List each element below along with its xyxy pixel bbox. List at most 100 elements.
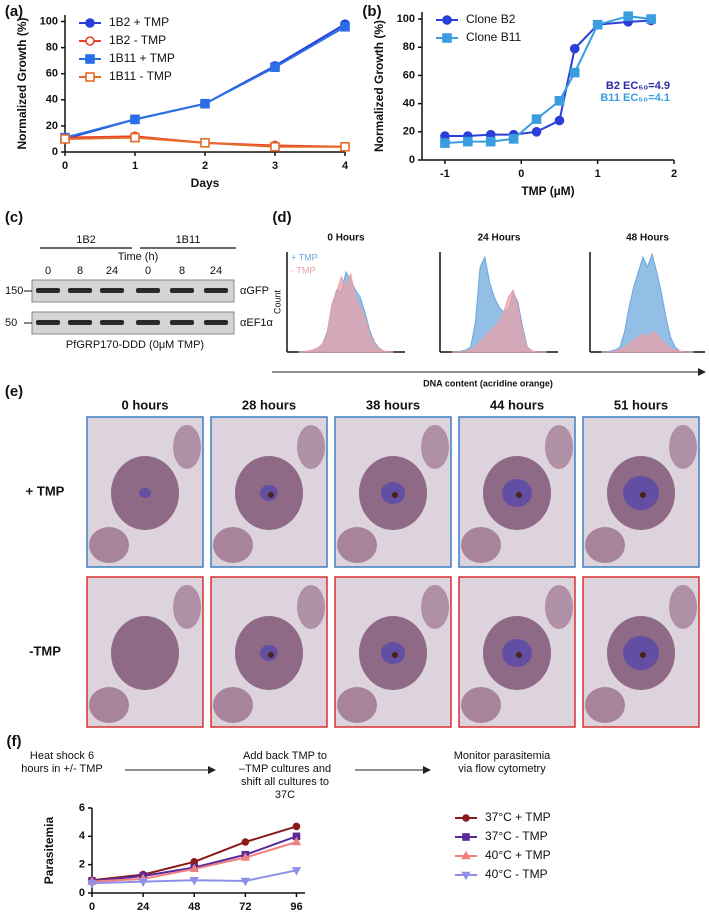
legend-label: + TMP bbox=[291, 252, 318, 262]
panel-label: (c) bbox=[5, 209, 23, 226]
lane-label: 24 bbox=[210, 265, 222, 277]
time-label: Time (h) bbox=[118, 251, 159, 263]
marker bbox=[646, 14, 656, 24]
x-tick-label: -1 bbox=[440, 168, 450, 180]
annotation: B2 EC₅₀=4.9 bbox=[606, 80, 670, 92]
workflow-step: –TMP cultures and bbox=[239, 763, 331, 775]
group-label: 1B2 bbox=[76, 234, 96, 246]
panel-label: (a) bbox=[5, 3, 23, 20]
micrograph-frame bbox=[458, 576, 576, 728]
x-axis-label: Days bbox=[191, 176, 220, 190]
series-line bbox=[444, 19, 652, 138]
workflow-step: 37C bbox=[275, 789, 295, 801]
rbc bbox=[213, 687, 253, 723]
marker bbox=[463, 136, 473, 147]
hemozoin bbox=[268, 652, 274, 658]
rbc bbox=[89, 687, 129, 723]
condition-label: + TMP bbox=[26, 483, 65, 498]
panel-label: (e) bbox=[5, 383, 23, 400]
panel-label: (d) bbox=[272, 209, 291, 226]
legend-marker bbox=[85, 18, 95, 28]
group-label: 1B11 bbox=[176, 234, 201, 246]
marker bbox=[292, 822, 301, 831]
blot-band bbox=[204, 320, 228, 325]
x-tick-label: 0 bbox=[518, 168, 524, 180]
rbc bbox=[173, 425, 201, 469]
y-tick-label: 80 bbox=[46, 42, 58, 54]
flow-x-label: DNA content (acridine orange) bbox=[423, 378, 553, 388]
micrograph-frame bbox=[458, 416, 576, 568]
rbc bbox=[337, 527, 377, 563]
blot-strip bbox=[31, 311, 235, 335]
legend-marker bbox=[442, 15, 452, 25]
rbc bbox=[421, 585, 449, 629]
antibody-label: αEF1α bbox=[240, 317, 274, 329]
legend-marker bbox=[461, 850, 471, 860]
rbc bbox=[111, 616, 179, 690]
histogram-area bbox=[298, 272, 394, 353]
marker bbox=[270, 141, 280, 152]
rbc bbox=[461, 527, 501, 563]
condition-label: -TMP bbox=[29, 643, 61, 658]
blot-band bbox=[68, 320, 92, 325]
rbc bbox=[585, 527, 625, 563]
workflow-step: Add back TMP to bbox=[243, 750, 327, 762]
time-header: 51 hours bbox=[614, 397, 668, 412]
hemozoin bbox=[640, 492, 646, 498]
marker bbox=[340, 21, 350, 32]
legend-label: Clone B2 bbox=[466, 12, 516, 26]
marker bbox=[240, 852, 251, 861]
legend-label: 40°C - TMP bbox=[485, 867, 548, 881]
hemozoin bbox=[392, 652, 398, 658]
y-axis-label: Count bbox=[272, 290, 282, 315]
marker bbox=[440, 138, 450, 148]
y-tick-label: 80 bbox=[403, 41, 415, 53]
antibody-label: αGFP bbox=[240, 285, 269, 297]
legend-label: 1B11 - TMP bbox=[109, 69, 172, 83]
marker bbox=[485, 136, 496, 147]
panel-label: (b) bbox=[362, 3, 381, 20]
y-axis-label: Parasitemia bbox=[42, 816, 56, 884]
rbc bbox=[297, 585, 325, 629]
legend-marker bbox=[85, 54, 95, 64]
hemozoin bbox=[516, 652, 522, 658]
y-tick-label: 60 bbox=[46, 68, 58, 80]
series-line bbox=[64, 25, 346, 139]
y-tick-label: 100 bbox=[397, 13, 415, 25]
y-axis-label: Normalized Growth (%) bbox=[372, 20, 386, 152]
marker bbox=[270, 62, 280, 72]
workflow-arrows bbox=[125, 368, 706, 774]
rbc bbox=[585, 687, 625, 723]
rbc bbox=[297, 425, 325, 469]
x-tick-label: 72 bbox=[239, 901, 251, 913]
marker bbox=[554, 96, 565, 106]
blot-band bbox=[136, 288, 160, 293]
y-tick-label: 40 bbox=[403, 98, 415, 110]
lane-label: 8 bbox=[77, 265, 83, 277]
micrograph-frame bbox=[210, 576, 328, 728]
marker bbox=[189, 877, 199, 886]
x-tick-label: 0 bbox=[89, 901, 95, 913]
marker bbox=[241, 838, 250, 846]
legend-marker bbox=[461, 871, 471, 881]
blot-band bbox=[136, 320, 160, 325]
x-tick-label: 3 bbox=[272, 160, 278, 172]
marker bbox=[60, 134, 70, 144]
y-axis-label: Normalized Growth (%) bbox=[15, 17, 29, 149]
workflow-step: via flow cytometry bbox=[458, 763, 546, 775]
blot-band bbox=[170, 320, 194, 325]
micrograph-frame bbox=[210, 416, 328, 568]
micrograph-frame bbox=[86, 416, 204, 568]
micrograph-frame bbox=[334, 416, 452, 568]
y-tick-label: 100 bbox=[40, 15, 58, 27]
time-header: 44 hours bbox=[490, 397, 544, 412]
marker bbox=[87, 879, 97, 889]
chart-title: 0 Hours bbox=[327, 233, 365, 244]
rbc bbox=[669, 425, 697, 469]
x-tick-label: 1 bbox=[132, 160, 138, 172]
blot-band bbox=[36, 288, 60, 293]
blot-strip bbox=[31, 279, 235, 303]
marker bbox=[138, 878, 148, 887]
blot-band bbox=[100, 320, 124, 325]
workflow-step: shift all cultures to bbox=[241, 776, 329, 788]
